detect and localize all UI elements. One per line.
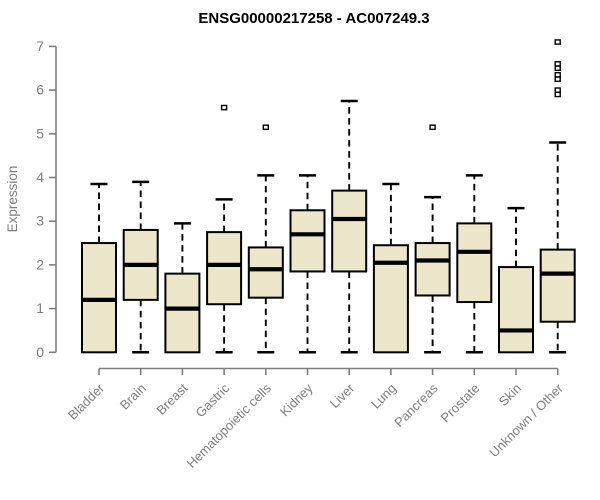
boxplot-liver xyxy=(331,99,368,354)
y-tick-label: 4 xyxy=(36,169,44,185)
boxplot-kidney xyxy=(289,174,326,354)
boxplot-pancreas xyxy=(414,124,451,354)
y-tick-label: 7 xyxy=(36,38,44,54)
boxplot-brain xyxy=(122,180,159,354)
category-label-breast: Breast xyxy=(153,380,190,417)
boxplot-prostate xyxy=(456,174,493,354)
boxplot-unknown-other xyxy=(539,39,576,354)
category-label-skin: Skin xyxy=(496,381,524,409)
outlier-point xyxy=(554,76,561,82)
outlier-point xyxy=(262,124,269,131)
outlier-point xyxy=(429,124,436,131)
y-tick-label: 6 xyxy=(36,82,44,98)
outlier-point xyxy=(554,65,561,72)
category-label-gastric: Gastric xyxy=(193,380,233,420)
outlier-point xyxy=(554,39,561,45)
chart-title: ENSG00000217258 - AC007249.3 xyxy=(198,10,429,27)
boxplot-gastric xyxy=(206,104,243,354)
iqr-box xyxy=(498,266,534,354)
y-tick-label: 3 xyxy=(36,213,44,229)
iqr-box xyxy=(456,222,493,304)
outlier-point xyxy=(554,61,561,67)
category-label-kidney: Kidney xyxy=(277,380,316,419)
boxplot-lung xyxy=(372,182,409,354)
boxplot-skin xyxy=(498,206,534,354)
category-label-liver: Liver xyxy=(327,380,358,411)
y-tick-label: 0 xyxy=(36,344,44,360)
category-label-lung: Lung xyxy=(368,381,399,412)
outlier-point xyxy=(554,87,561,93)
iqr-box xyxy=(206,231,243,306)
category-label-unknown-other: Unknown / Other xyxy=(486,380,566,460)
category-label-brain: Brain xyxy=(117,381,149,413)
iqr-box xyxy=(414,242,451,297)
iqr-box xyxy=(539,248,576,323)
boxplot-breast xyxy=(164,222,201,354)
boxplot-bladder xyxy=(81,182,117,354)
outlier-point xyxy=(554,72,561,78)
outlier-point xyxy=(554,91,561,98)
y-axis-title: Expression xyxy=(5,166,20,233)
iqr-box xyxy=(164,272,201,354)
y-tick-label: 5 xyxy=(36,125,44,141)
y-tick-label: 2 xyxy=(36,256,44,272)
iqr-box xyxy=(247,246,284,299)
category-label-bladder: Bladder xyxy=(65,380,108,423)
category-label-prostate: Prostate xyxy=(438,381,483,426)
y-tick-label: 1 xyxy=(36,300,44,316)
outlier-point xyxy=(220,104,228,111)
category-label-pancreas: Pancreas xyxy=(391,380,441,430)
iqr-box xyxy=(289,209,326,273)
iqr-box xyxy=(331,189,368,273)
boxplot-hematopoietic-cells xyxy=(247,124,284,354)
iqr-box xyxy=(81,242,117,354)
